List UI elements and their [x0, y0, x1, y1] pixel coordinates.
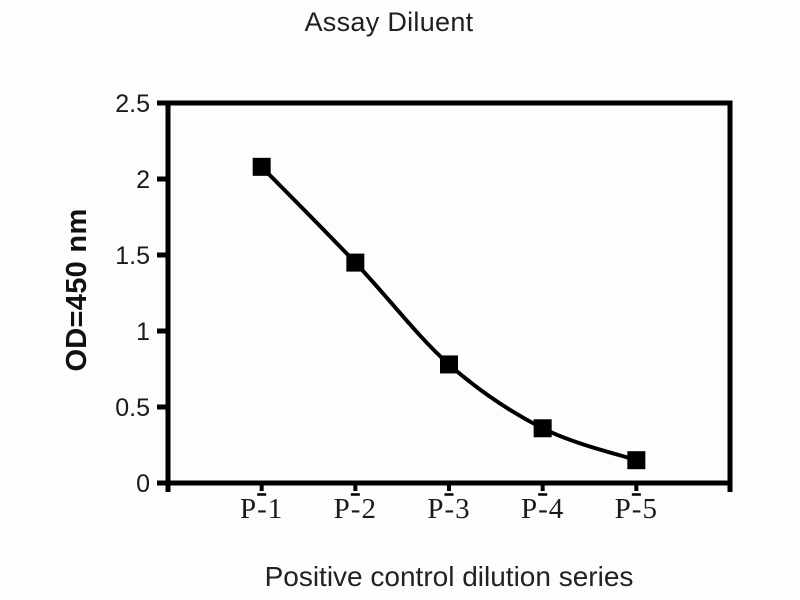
- x-axis-label: Positive control dilution series: [264, 561, 634, 592]
- data-point-marker: [533, 419, 552, 438]
- y-tick-label: 1.5: [115, 242, 150, 270]
- series-line: [260, 165, 637, 463]
- y-tick-label: 1: [136, 318, 150, 346]
- x-category-label: P-1: [240, 493, 283, 525]
- y-tick-label: 2.5: [115, 90, 150, 118]
- data-point-marker: [627, 451, 646, 470]
- y-tick-label: 0: [136, 470, 150, 498]
- y-tick-label: 2: [136, 166, 150, 194]
- x-category-label: P-2: [334, 493, 377, 525]
- x-category-label: P-5: [615, 493, 658, 525]
- plot-frame: [165, 100, 733, 486]
- x-category-label: P-4: [521, 493, 564, 525]
- y-tick-label: 0.5: [115, 394, 150, 422]
- data-point-marker: [440, 355, 458, 374]
- chart-title: Assay Diluent: [304, 7, 474, 37]
- data-point-marker: [346, 253, 365, 272]
- x-category-label: P-3: [427, 493, 470, 525]
- data-point-marker: [252, 157, 271, 176]
